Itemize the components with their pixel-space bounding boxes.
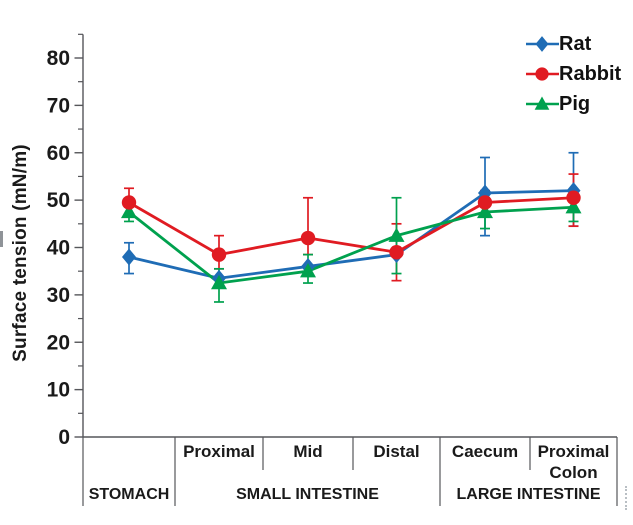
- category-label: Caecum: [452, 442, 518, 461]
- markers-pig: [121, 199, 582, 290]
- y-tick-label: 60: [47, 142, 70, 165]
- group-label: STOMACH: [89, 486, 170, 503]
- group-label: SMALL INTESTINE: [236, 486, 379, 503]
- y-tick-label: 70: [47, 94, 70, 117]
- y-tick-label: 0: [58, 426, 70, 449]
- pig-marker: [121, 203, 137, 219]
- page-edge-dots-artifact: [621, 486, 627, 510]
- series-line-rabbit: [127, 196, 575, 257]
- series-line-rat: [127, 189, 575, 280]
- legend-label-pig: Pig: [559, 93, 591, 115]
- legend-item-rat: Rat: [526, 31, 621, 57]
- rabbit-marker: [211, 247, 227, 262]
- y-axis-title: Surface tension (mN/m): [10, 144, 31, 362]
- rabbit-marker: [121, 195, 137, 210]
- series-line-pig: [127, 205, 575, 285]
- category-label: Proximal: [538, 442, 610, 461]
- rabbit-marker: [566, 190, 581, 205]
- legend: Rat Rabbit Pig: [526, 31, 621, 117]
- y-tick-label: 30: [47, 284, 70, 307]
- pig-marker: [211, 274, 227, 290]
- legend-label-rat: Rat: [559, 33, 592, 55]
- rabbit-circle-icon: [526, 67, 559, 81]
- rabbit-marker: [477, 195, 493, 210]
- category-label: Proximal: [183, 442, 255, 461]
- axes: [82, 34, 617, 438]
- y-tick-label: 50: [47, 189, 70, 212]
- rabbit-marker: [300, 230, 316, 246]
- legend-marker: [535, 67, 549, 81]
- legend-item-rabbit: Rabbit: [526, 61, 621, 87]
- legend-item-pig: Pig: [526, 91, 621, 117]
- y-tick-label: 80: [47, 47, 70, 70]
- rabbit-marker: [389, 245, 404, 260]
- pig-marker: [300, 262, 316, 278]
- pig-marker: [565, 199, 582, 214]
- y-tick-label: 40: [47, 237, 70, 260]
- markers-rabbit: [121, 190, 581, 262]
- series-pig: [124, 192, 579, 303]
- legend-marker: [535, 36, 549, 52]
- series-rat: [124, 151, 579, 280]
- legend-marker: [534, 96, 550, 110]
- y-tick-label: 10: [47, 379, 70, 402]
- category-label: Distal: [373, 442, 419, 461]
- pig-triangle-icon: [526, 96, 559, 110]
- legend-label-rabbit: Rabbit: [559, 63, 622, 85]
- series-rabbit: [124, 173, 579, 282]
- pig-marker: [477, 203, 493, 219]
- group-label: LARGE INTESTINE: [456, 486, 600, 503]
- pig-marker: [388, 227, 405, 242]
- category-label: Mid: [293, 442, 322, 461]
- category-axis: Proximal Mid Distal Caecum Proximal Colon STOM…: [82, 437, 618, 506]
- page-edge-mark-artifact: [0, 231, 3, 247]
- category-label: Colon: [549, 463, 597, 482]
- rat-diamond-icon: [526, 36, 559, 52]
- y-ticks: 0 10 20 30 40 50 60 70 80: [47, 33, 83, 449]
- rat-marker: [122, 248, 136, 266]
- y-tick-label: 20: [47, 331, 70, 354]
